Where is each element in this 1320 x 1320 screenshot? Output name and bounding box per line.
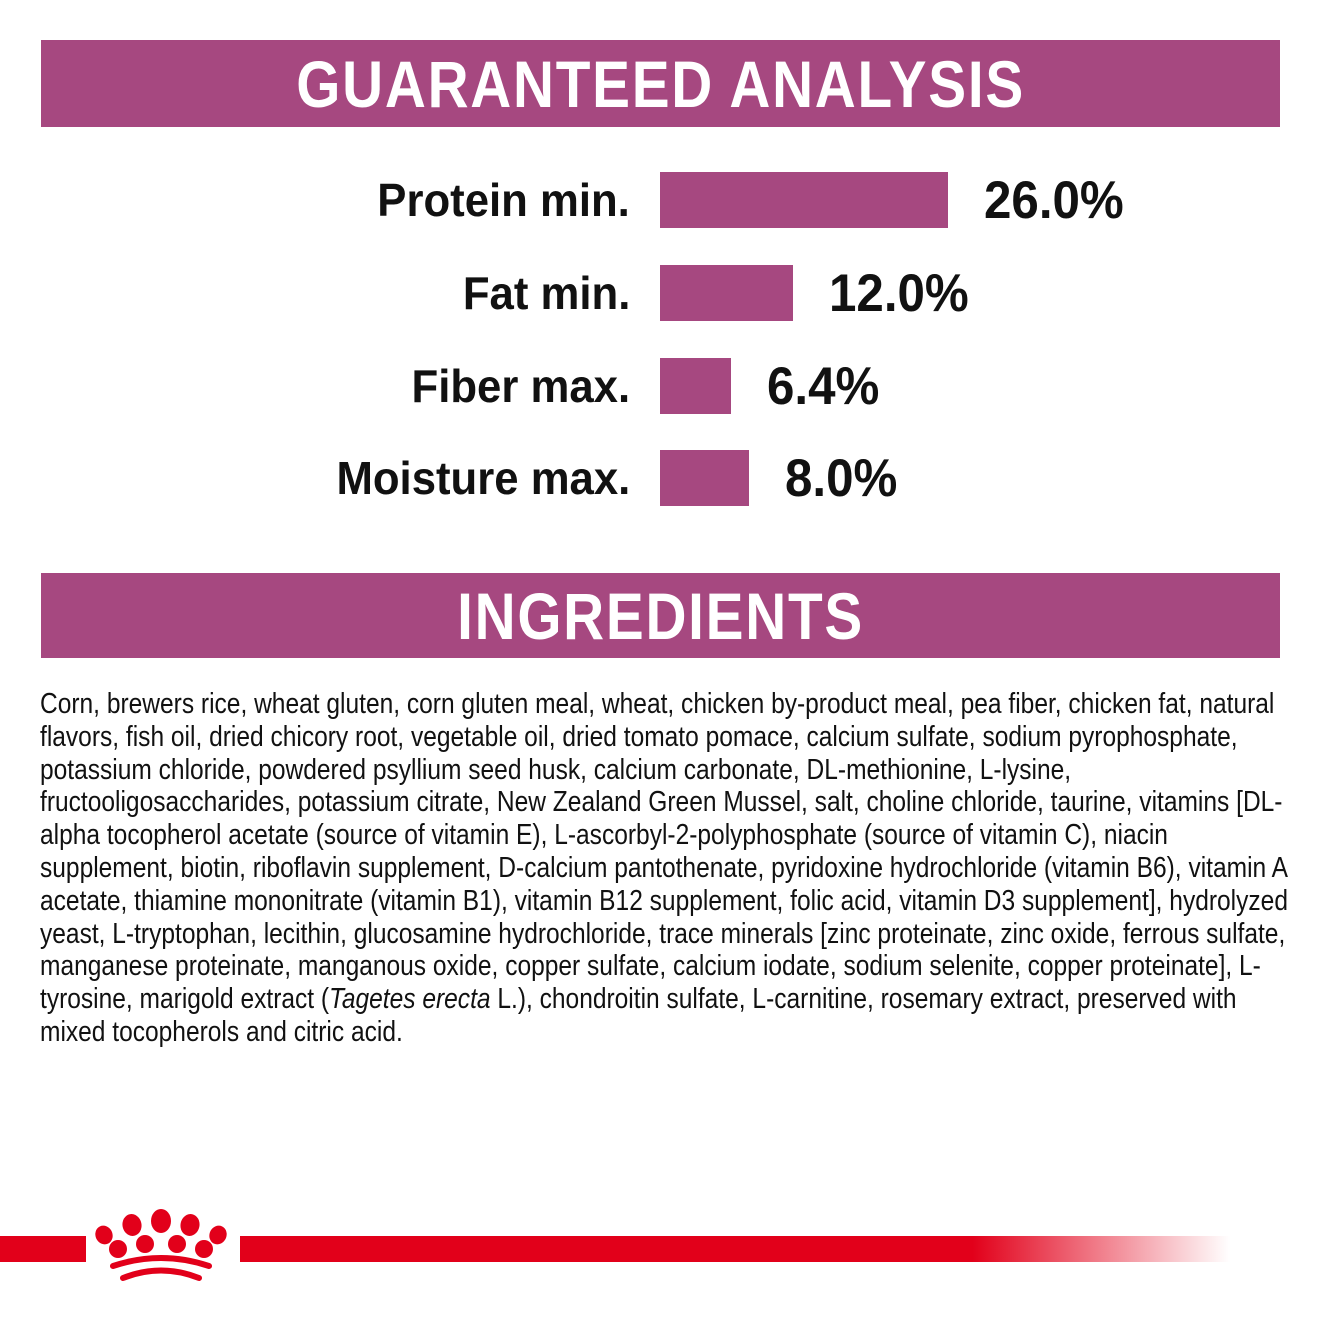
brand-stripe-right xyxy=(240,1236,1230,1262)
chart-bar-moisture xyxy=(660,450,749,506)
chart-bar-fiber xyxy=(660,358,731,414)
guaranteed-analysis-title: GUARANTEED ANALYSIS xyxy=(296,46,1025,121)
guaranteed-analysis-banner: GUARANTEED ANALYSIS xyxy=(41,40,1280,127)
ingredients-banner: INGREDIENTS xyxy=(41,573,1280,658)
chart-value-moisture: 8.0% xyxy=(785,448,898,508)
chart-bar-protein xyxy=(660,172,948,228)
ingredients-text-before: Corn, brewers rice, wheat gluten, corn g… xyxy=(40,688,1288,1016)
chart-label-moisture: Moisture max. xyxy=(336,452,630,504)
chart-row-fat: Fat min. 12.0% xyxy=(0,263,1320,323)
brand-stripe-left xyxy=(0,1236,86,1262)
chart-label-protein: Protein min. xyxy=(377,174,630,226)
ingredients-latin-name: Tagetes erecta xyxy=(329,983,491,1016)
chart-bar-fat xyxy=(660,265,793,321)
ingredients-text: Corn, brewers rice, wheat gluten, corn g… xyxy=(40,688,1288,1049)
chart-value-fiber: 6.4% xyxy=(767,356,880,416)
ingredients-title: INGREDIENTS xyxy=(457,578,864,653)
chart-value-fat: 12.0% xyxy=(829,263,969,323)
chart-value-protein: 26.0% xyxy=(984,170,1124,230)
royal-canin-crown-icon xyxy=(95,1209,227,1281)
chart-row-fiber: Fiber max. 6.4% xyxy=(0,356,1320,416)
ingredients-text-after: L.), chondroitin sulfate, L-carnitine, r… xyxy=(40,983,1237,1048)
chart-label-fat: Fat min. xyxy=(462,267,630,319)
chart-row-moisture: Moisture max. 8.0% xyxy=(0,448,1320,508)
chart-label-fiber: Fiber max. xyxy=(411,360,630,412)
chart-row-protein: Protein min. 26.0% xyxy=(0,170,1320,230)
